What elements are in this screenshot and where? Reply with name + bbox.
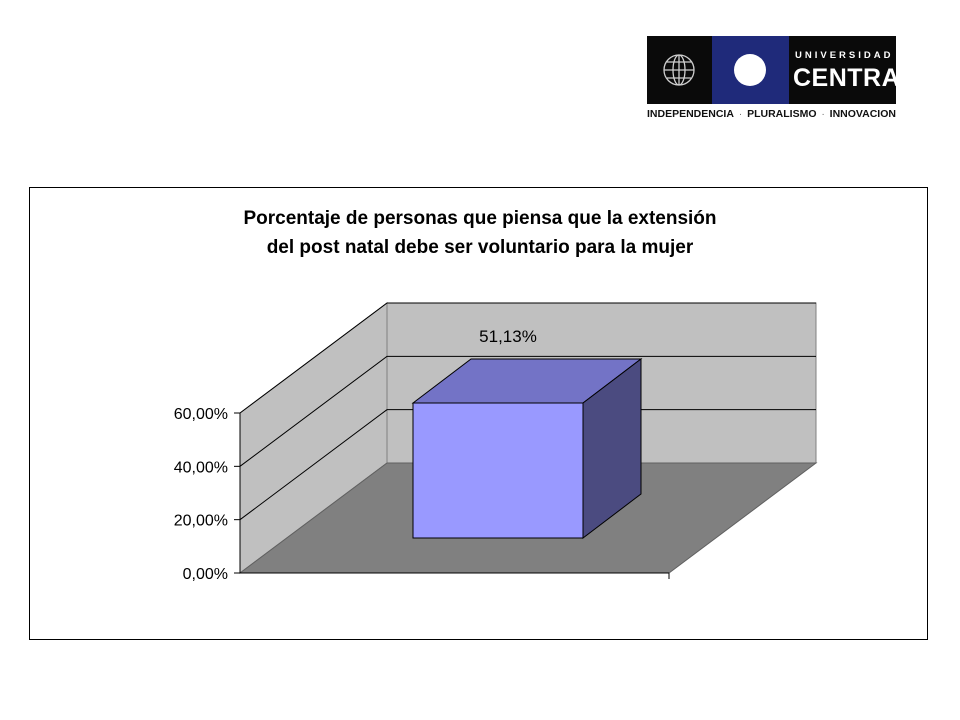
logo-tagline: INDEPENDENCIA · PLURALISMO · INNOVACION: [647, 106, 896, 122]
gridline: [239, 302, 816, 414]
tagline-separator: ·: [821, 108, 825, 120]
y-tick-label: 40,00%: [174, 459, 228, 476]
universidad-central-logo: UNIVERSIDAD CENTRAL: [647, 36, 896, 104]
white-circle-emblem: [734, 54, 766, 86]
tagline-word: PLURALISMO: [747, 108, 817, 120]
y-tick-label: 20,00%: [174, 513, 228, 530]
chart-title-line: Porcentaje de personas que piensa que la…: [243, 208, 717, 229]
y-tick-label: 0,00%: [183, 566, 228, 583]
logo-top-text: UNIVERSIDAD: [795, 50, 893, 61]
chart-plot: 0,00% 20,00% 40,00% 60,00% 51,13%: [174, 302, 818, 583]
data-label: 51,13%: [479, 327, 537, 346]
gridline: [239, 355, 816, 467]
chart-title-line: del post natal debe ser voluntario para …: [266, 237, 694, 258]
y-tick-label: 60,00%: [174, 406, 228, 423]
chart-title: Porcentaje de personas que piensa que la…: [110, 204, 850, 262]
gridline: [239, 409, 816, 521]
tagline-word: INNOVACION: [829, 108, 896, 120]
chart-frame: Porcentaje de personas que piensa que la…: [29, 187, 928, 640]
tagline-separator: ·: [738, 108, 743, 120]
globe-icon: [663, 54, 695, 86]
tagline-word: INDEPENDENCIA: [647, 108, 734, 120]
bar: [412, 402, 584, 539]
logo-main-text: CENTRAL: [793, 64, 896, 92]
